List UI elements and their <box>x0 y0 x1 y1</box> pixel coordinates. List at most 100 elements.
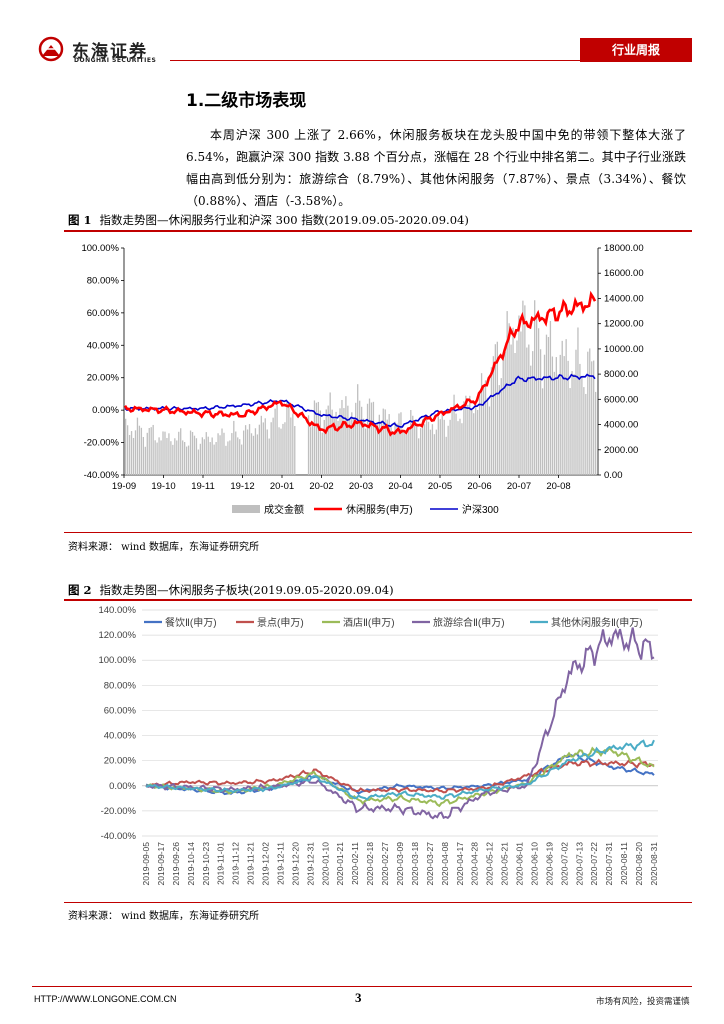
figure2-x-tick-label: 2020-06-01 <box>515 842 525 886</box>
figure2-x-tick-label: 2020-08-31 <box>649 842 659 886</box>
figure1-volume-bar <box>555 357 557 475</box>
figure1-x-tick-label: 20-06 <box>467 481 491 492</box>
figure1-right-tick-label: 0.00 <box>604 470 623 481</box>
figure1-volume-bar <box>307 415 310 475</box>
figure2-series-line-5 <box>145 739 655 801</box>
figure1-volume-bar <box>360 406 363 475</box>
figure2-x-tick-label: 2020-01-21 <box>335 842 345 886</box>
figure1-right-tick-label: 8000.00 <box>604 369 638 380</box>
figure2-y-tick-label: 60.00% <box>104 705 137 716</box>
figure1-volume-bar <box>278 427 280 475</box>
figure2-series-line-4 <box>145 627 655 820</box>
figure1-chart: 100.00% 80.00% 60.00% 40.00% 20.00% 0.00% -20.… <box>81 243 644 516</box>
figure1-volume-bar <box>327 405 329 475</box>
figure1-volume-bar <box>260 415 262 475</box>
figure1-x-tick-label: 20-03 <box>349 481 373 492</box>
figure1-volume-bar <box>406 434 408 475</box>
figure2-x-tick-label: 2019-11-12 <box>231 842 241 885</box>
figure1-volume-bar <box>392 432 394 475</box>
figure1-volume-bar <box>142 436 144 475</box>
figure1-volume-bar <box>331 409 333 475</box>
figure2-x-tick-label: 2020-03-27 <box>425 842 435 886</box>
figure1-volume-bar <box>339 408 341 475</box>
figure1-volume-bar <box>429 429 432 475</box>
figure1-volume-bar <box>203 439 205 475</box>
figure2-y-tick-label: 40.00% <box>104 731 137 742</box>
figure2-y-tick-label: -40.00% <box>101 831 137 842</box>
figure1-volume-bar <box>138 425 141 475</box>
figure1-volume-bar <box>323 419 325 475</box>
figure1-volume-bar <box>317 401 320 475</box>
figure1-number: 图 1 <box>68 213 92 227</box>
figure1-volume-bar <box>341 399 343 475</box>
figure1-volume-bar <box>404 432 406 475</box>
figure1-volume-bar <box>262 422 264 475</box>
figure1-volume-bar <box>319 410 321 475</box>
footer-website-link[interactable]: HTTP://WWW.LONGONE.COM.CN <box>34 994 177 1004</box>
figure1-volume-bar <box>500 378 502 475</box>
donghai-logo-icon <box>38 36 64 62</box>
figure1-volume-bar <box>209 442 211 475</box>
figure1-volume-bar <box>213 444 215 475</box>
footer-divider <box>32 986 692 987</box>
figure1-volume-bar <box>223 432 225 475</box>
figure1-volume-bar <box>559 354 561 475</box>
figure1-volume-bar <box>231 433 233 475</box>
figure1-volume-bar <box>475 401 477 475</box>
figure1-volume-bar <box>508 323 510 475</box>
figure1-legend-volume-label: 成交金额 <box>264 503 304 516</box>
figure1-volume-bar <box>543 354 546 475</box>
figure1-volume-bar <box>353 417 355 475</box>
figure1-volume-bar <box>225 445 227 475</box>
figure1-volume-bar <box>520 331 522 475</box>
figure1-volume-bar <box>256 434 259 475</box>
figure1-volume-bar <box>347 405 349 475</box>
figure1-volume-bar <box>443 419 445 475</box>
figure1-volume-bar <box>241 444 243 475</box>
figure1-left-tick-label: 100.00% <box>81 243 119 254</box>
figure1-volume-bar <box>125 418 127 475</box>
figure1-volume-bar <box>408 429 410 475</box>
figure1-volume-bar <box>380 420 382 475</box>
figure1-volume-bar <box>284 422 286 475</box>
figure1-volume-bar <box>425 415 428 475</box>
figure1-volume-bar <box>313 400 316 475</box>
figure1-volume-bar <box>551 356 554 475</box>
figure1-volume-bar <box>362 418 365 475</box>
figure1-volume-bar <box>522 300 524 475</box>
figure1-volume-bar <box>160 440 162 475</box>
figure1-volume-bar <box>254 428 257 475</box>
figure1-volume-bar <box>561 340 563 475</box>
figure1-volume-bar <box>229 440 231 475</box>
figure2-source: 资料来源： wind 数据库，东海证券研究所 <box>68 911 259 922</box>
figure1-volume-bar <box>292 413 294 475</box>
figure2-y-tick-label: -20.00% <box>101 806 137 817</box>
figure1-volume-bar <box>532 351 534 475</box>
figure2-x-tick-label: 2019-12-11 <box>275 842 285 885</box>
figure2-x-tick-label: 2020-03-09 <box>395 842 405 886</box>
figure1-volume-bar <box>205 432 207 475</box>
figure2-x-tick-label: 2020-06-19 <box>544 842 554 886</box>
figure1-volume-bar <box>370 402 373 475</box>
figure2-x-tick-label: 2019-11-01 <box>216 842 226 885</box>
figure1-volume-bar <box>244 425 247 475</box>
figure1-right-tick-label: 18000.00 <box>604 243 644 254</box>
figure1-volume-bar <box>530 365 532 475</box>
figure1-volume-bar <box>329 392 331 475</box>
figure1-volume-bar <box>359 400 361 475</box>
figure1-volume-bar <box>583 387 585 475</box>
figure2-x-tick-label: 2020-05-12 <box>485 842 495 886</box>
figure1-volume-bar <box>158 437 160 475</box>
figure1-volume-bar <box>272 417 274 475</box>
figure1-volume-bar <box>473 413 475 475</box>
figure1-volume-bar <box>274 408 276 475</box>
figure1-volume-bar <box>494 344 497 475</box>
figure1-volume-bar <box>164 431 166 475</box>
figure2-y-tick-label: 120.00% <box>98 630 136 641</box>
figure2-bottom-rule <box>64 902 692 903</box>
figure1-left-tick-label: 0.00% <box>92 405 119 416</box>
figure1-volume-bar <box>510 344 512 475</box>
figure2-legend-label: 酒店Ⅱ(申万) <box>343 616 395 629</box>
figure1-volume-bar <box>280 428 282 475</box>
figure1-volume-bar <box>573 374 575 475</box>
